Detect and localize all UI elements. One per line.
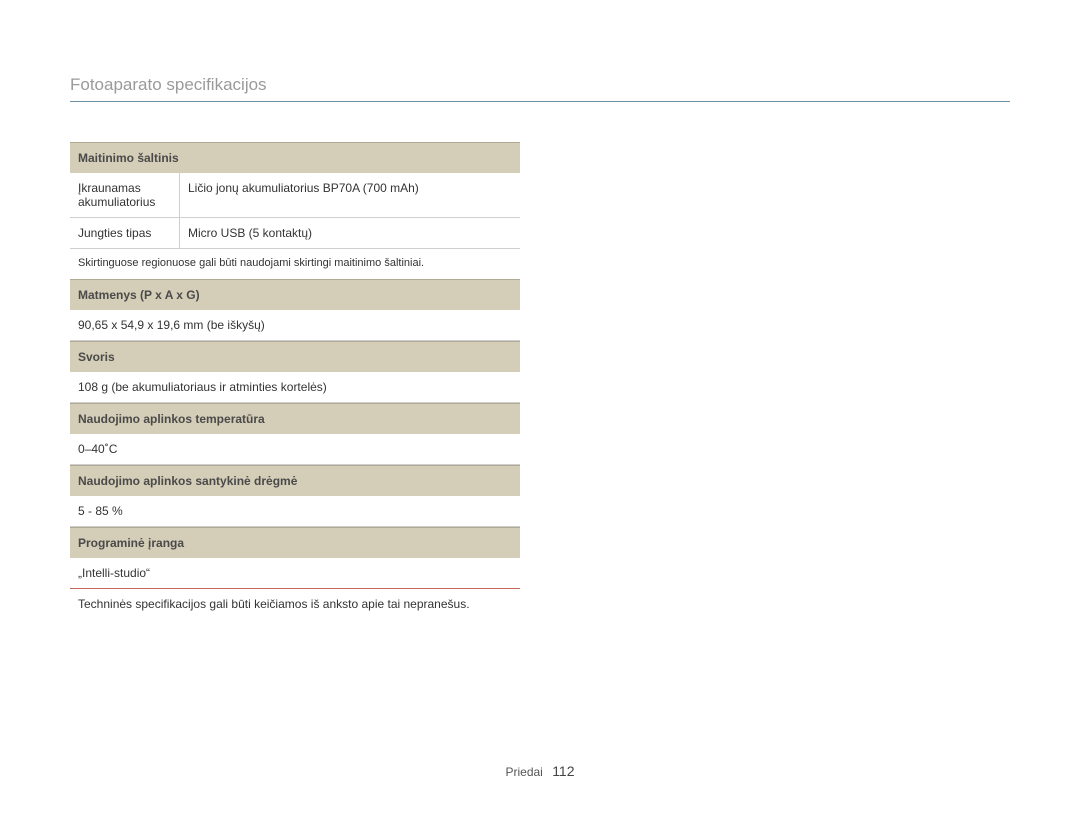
value-weight: 108 g (be akumuliatoriaus ir atminties k… [70, 372, 520, 403]
row-weight: 108 g (be akumuliatoriaus ir atminties k… [70, 372, 520, 403]
value-software: „Intelli-studio“ [70, 558, 520, 588]
row-op-temp: 0–40˚C [70, 434, 520, 465]
page-footer: Priedai 112 [0, 763, 1080, 779]
header-op-temp: Naudojimo aplinkos temperatūra [70, 403, 520, 434]
value-connector: Micro USB (5 kontaktų) [180, 218, 520, 249]
power-note: Skirtinguose regionuose gali būti naudoj… [70, 249, 520, 279]
spec-table: Maitinimo šaltinis Įkraunamas akumuliato… [70, 142, 520, 619]
value-op-temp: 0–40˚C [70, 434, 520, 465]
label-battery: Įkraunamas akumuliatorius [70, 173, 180, 218]
page-title: Fotoaparato specifikacijos [70, 75, 1010, 102]
value-dimensions: 90,65 x 54,9 x 19,6 mm (be iškyšų) [70, 310, 520, 341]
footer-section: Priedai [505, 765, 542, 779]
value-battery: Ličio jonų akumuliatorius BP70A (700 mAh… [180, 173, 520, 218]
row-connector: Jungties tipas Micro USB (5 kontaktų) [70, 218, 520, 249]
header-power: Maitinimo šaltinis [70, 142, 520, 173]
row-software: „Intelli-studio“ [70, 558, 520, 589]
row-op-humidity: 5 - 85 % [70, 496, 520, 527]
disclaimer: Techninės specifikacijos gali būti keiči… [70, 589, 520, 619]
page-content: Fotoaparato specifikacijos Maitinimo šal… [0, 0, 1080, 619]
row-battery: Įkraunamas akumuliatorius Ličio jonų aku… [70, 173, 520, 218]
header-dimensions: Matmenys (P x A x G) [70, 279, 520, 310]
value-op-humidity: 5 - 85 % [70, 496, 520, 527]
header-weight: Svoris [70, 341, 520, 372]
footer-page-number: 112 [552, 763, 574, 779]
header-op-humidity: Naudojimo aplinkos santykinė drėgmė [70, 465, 520, 496]
row-dimensions: 90,65 x 54,9 x 19,6 mm (be iškyšų) [70, 310, 520, 341]
header-software: Programinė įranga [70, 527, 520, 558]
label-connector: Jungties tipas [70, 218, 180, 249]
